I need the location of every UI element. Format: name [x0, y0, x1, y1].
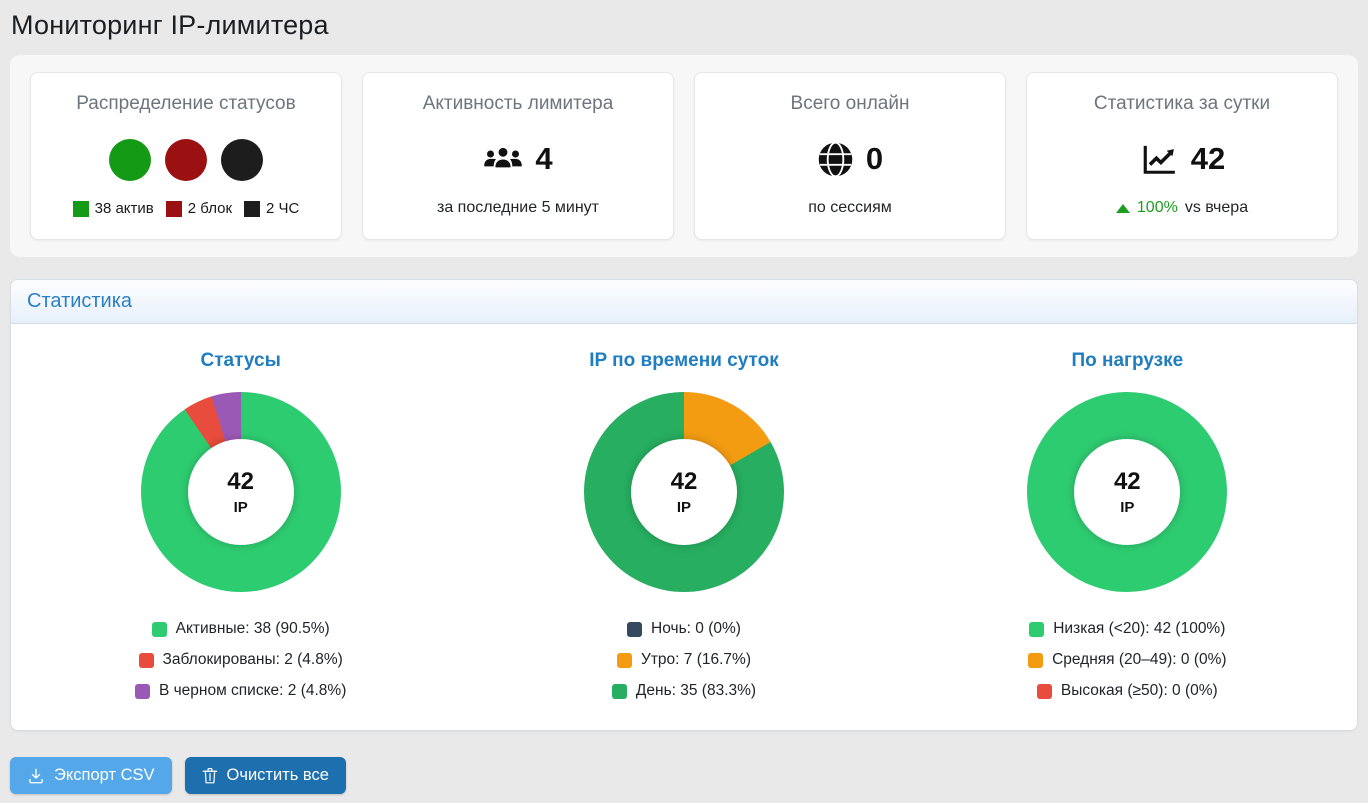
donut-total: 42 — [670, 468, 698, 495]
legend-label: Высокая (≥50): 0 (0%) — [1060, 682, 1218, 699]
legend-item: 2 ЧС — [244, 200, 299, 217]
donut-unit: IP — [233, 499, 248, 516]
card-status-distribution: Распределение статусов 38 актив 2 блок 2… — [30, 72, 342, 240]
status-circle-emergency — [221, 138, 263, 181]
legend-item: Утро: 7 (16.7%) — [616, 651, 751, 669]
status-circle-blocked — [165, 138, 207, 181]
legend-swatch — [244, 200, 261, 217]
card-total-online: Всего онлайн 0 по сессиям — [694, 72, 1006, 240]
status-circle-active — [109, 138, 151, 181]
card-value: 4 — [535, 141, 553, 176]
legend-swatch — [134, 683, 150, 699]
caret-up-icon — [1115, 203, 1130, 213]
chart-legend: Активные: 38 (90.5%) Заблокированы: 2 (4.… — [134, 620, 347, 700]
chart-time-of-day: IP по времени суток 42 IP Ночь: 0 (0%) Ут… — [462, 350, 905, 700]
card-title: Распределение статусов — [76, 93, 296, 114]
legend-swatch — [165, 200, 182, 217]
chart-legend: Низкая (<20): 42 (100%) Средняя (20–49): … — [1028, 620, 1227, 700]
chart-load: По нагрузке 42 IP Низкая (<20): 42 (100%… — [906, 350, 1349, 700]
legend-label: Утро: 7 (16.7%) — [640, 651, 751, 668]
legend-label: В черном списке: 2 (4.8%) — [158, 682, 347, 699]
chart-line-icon — [1139, 142, 1179, 177]
trash-icon — [202, 767, 218, 785]
legend-label: 2 ЧС — [266, 200, 300, 217]
legend-label: День: 35 (83.3%) — [635, 682, 757, 699]
legend-swatch — [1028, 652, 1044, 668]
export-csv-button[interactable]: Экспорт CSV — [10, 757, 172, 794]
statistics-panel-title: Статистика — [11, 280, 1357, 324]
page-title: Мониторинг IP-лимитера — [11, 10, 329, 40]
donut-unit: IP — [1120, 499, 1135, 516]
clear-all-button[interactable]: Очистить все — [184, 757, 346, 794]
legend-item: Высокая (≥50): 0 (0%) — [1036, 682, 1218, 700]
legend-item: 2 блок — [165, 200, 233, 217]
donut-unit: IP — [676, 499, 692, 516]
donut-chart-statuses: 42 IP — [140, 392, 341, 592]
legend-swatch — [627, 621, 643, 637]
legend-item: Ночь: 0 (0%) — [627, 620, 741, 638]
card-subtitle: за последние 5 минут — [436, 199, 600, 216]
card-title: Статистика за сутки — [1093, 93, 1271, 114]
legend-label: 38 актив — [94, 200, 154, 217]
delta-text: vs вчера — [1184, 199, 1249, 216]
clear-all-label: Очистить все — [226, 766, 329, 784]
legend-label: Средняя (20–49): 0 (0%) — [1052, 651, 1227, 668]
donut-total: 42 — [227, 468, 254, 495]
export-csv-label: Экспорт CSV — [54, 766, 155, 784]
donut-total: 42 — [1113, 468, 1141, 495]
globe-icon — [817, 141, 854, 178]
legend-swatch — [616, 652, 632, 668]
legend-swatch — [138, 652, 154, 668]
legend-item: Активные: 38 (90.5%) — [151, 620, 330, 638]
legend-swatch — [1029, 621, 1045, 637]
card-value: 0 — [865, 141, 884, 176]
legend-item: Средняя (20–49): 0 (0%) — [1028, 651, 1227, 669]
donut-chart-load: 42 IP — [1027, 392, 1228, 592]
legend-label: Низкая (<20): 42 (100%) — [1053, 620, 1226, 637]
statistics-panel: Статистика Статусы 42 IP Активные: 38 (9… — [10, 279, 1358, 731]
legend-swatch — [1036, 683, 1052, 699]
card-subtitle: по сессиям — [808, 199, 892, 216]
legend-label: Заблокированы: 2 (4.8%) — [162, 651, 343, 668]
legend-item: 38 актив — [72, 200, 154, 217]
legend-item: В черном списке: 2 (4.8%) — [134, 682, 347, 700]
donut-center: 42 IP — [1074, 439, 1181, 545]
card-title: Всего онлайн — [790, 93, 910, 114]
chart-statuses: Статусы 42 IP Активные: 38 (90.5%) Заблок… — [19, 350, 462, 700]
chart-title: IP по времени суток — [589, 350, 779, 371]
card-limiter-activity: Активность лимитера — [362, 72, 674, 240]
card-title: Активность лимитера — [422, 93, 614, 114]
chart-title: Статусы — [200, 350, 281, 371]
legend-swatch — [72, 200, 89, 217]
card-daily-stats: Статистика за сутки 42 100% vs вчера — [1026, 72, 1338, 240]
donut-center: 42 IP — [187, 439, 294, 545]
legend-item: Низкая (<20): 42 (100%) — [1029, 620, 1225, 638]
delta-percent: 100% — [1136, 199, 1178, 216]
donut-chart-time-of-day: 42 IP — [583, 392, 784, 592]
download-icon — [27, 767, 45, 785]
stat-cards-container: Распределение статусов 38 актив 2 блок 2… — [10, 55, 1358, 257]
chart-title: По нагрузке — [1071, 350, 1184, 371]
daily-delta: 100% vs вчера — [1039, 199, 1325, 217]
chart-legend: Ночь: 0 (0%) Утро: 7 (16.7%) День: 35 (83.… — [611, 620, 757, 700]
legend-item: Заблокированы: 2 (4.8%) — [138, 651, 343, 669]
status-mini-legend: 38 актив 2 блок 2 ЧС — [43, 200, 329, 217]
legend-label: 2 блок — [187, 200, 233, 217]
legend-item: День: 35 (83.3%) — [611, 682, 757, 700]
card-value: 42 — [1190, 141, 1226, 176]
legend-swatch — [151, 621, 167, 637]
legend-label: Ночь: 0 (0%) — [651, 620, 741, 637]
legend-label: Активные: 38 (90.5%) — [175, 620, 330, 637]
users-icon — [483, 143, 523, 176]
status-circles — [43, 138, 329, 181]
legend-swatch — [611, 683, 627, 699]
footer-actions: Экспорт CSV Очистить все — [10, 757, 1358, 794]
donut-center: 42 IP — [630, 439, 737, 545]
